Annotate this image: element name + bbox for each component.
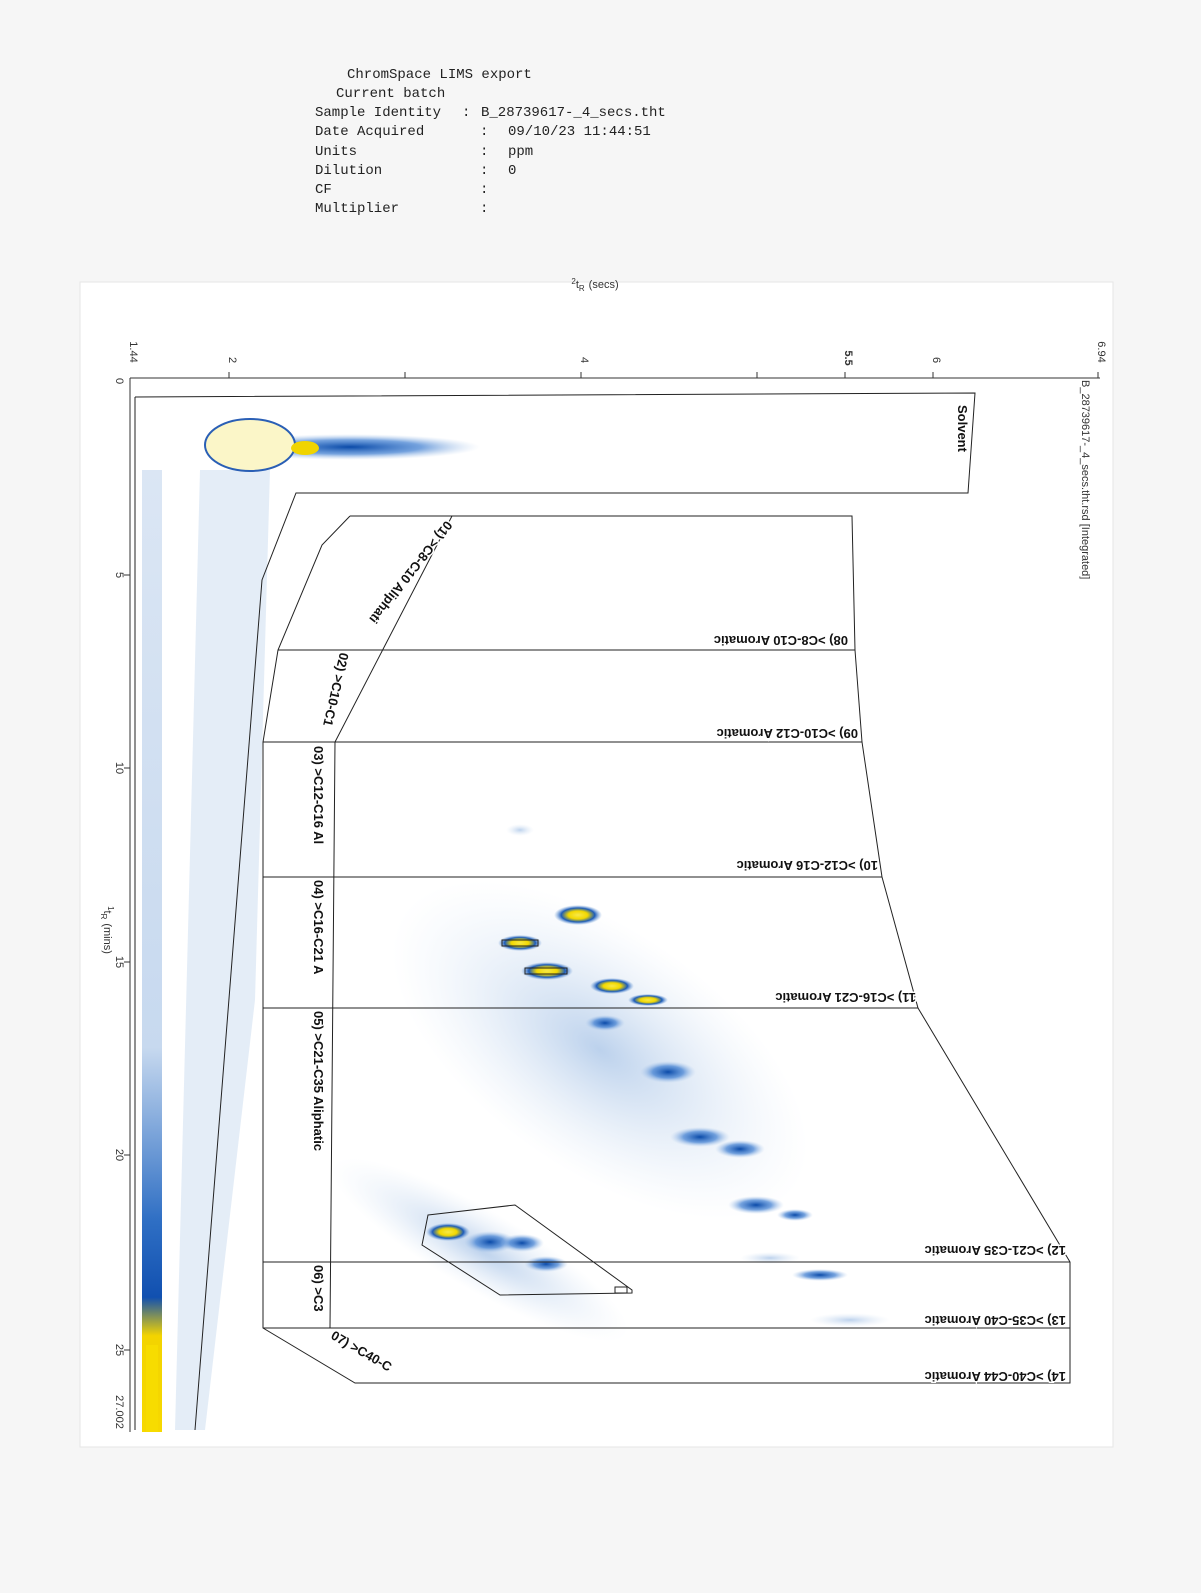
spot: [291, 441, 319, 455]
colon: :: [480, 201, 488, 217]
bleed-peak: [146, 1345, 158, 1432]
region-label: 08) >C8-C10 Aromatic: [714, 633, 848, 648]
x-tick-label: 5.5: [842, 350, 854, 365]
spot: [521, 962, 573, 980]
spot: [728, 1196, 784, 1214]
region-label: 09) >C10-C12 Aromatic: [717, 726, 859, 741]
field-value: B_28739617-_4_secs.tht: [481, 105, 666, 121]
colon: :: [480, 163, 488, 179]
sub: R: [579, 284, 585, 293]
column-bleed: [142, 470, 162, 1432]
field-value: ppm: [508, 144, 533, 160]
y-tick-label: 10: [113, 762, 125, 774]
colon: :: [480, 124, 488, 140]
colon: :: [480, 182, 488, 198]
region-label: 12) >C21-C35 Aromatic: [925, 1243, 1067, 1258]
region-label: 06) >C3: [311, 1265, 326, 1312]
field-label: Units: [315, 144, 357, 160]
field-label: Sample Identity: [315, 105, 441, 121]
page: ChromSpace LIMS export Current batch Sam…: [0, 0, 1201, 1593]
colon: :: [462, 105, 470, 121]
unit: (mins): [101, 923, 113, 954]
field-value: 0: [508, 163, 516, 179]
field-value: 09/10/23 11:44:51: [508, 124, 651, 140]
spot: [498, 935, 542, 951]
spot: [554, 905, 602, 925]
x-tick-label: 6.94: [1095, 341, 1107, 362]
region-label: 10) >C12-C16 Aromatic: [737, 858, 879, 873]
header: ChromSpace LIMS export Current batch Sam…: [315, 67, 666, 217]
field-label: Dilution: [315, 163, 382, 179]
x-tick-label: 1.44: [127, 341, 139, 362]
header-subtitle: Current batch: [336, 86, 445, 102]
unit: (secs): [589, 279, 619, 291]
y-tick-label: 5: [113, 572, 125, 578]
colon: :: [480, 144, 488, 160]
region-label: 05) >C21-C35 Aliphatic: [311, 1011, 326, 1151]
solvent-peak: [205, 419, 295, 471]
y-tick-label: 25: [113, 1344, 125, 1356]
spot: [426, 1223, 470, 1241]
x-tick-label: 2: [226, 357, 238, 363]
region-label: 14) >C40-C44 Aromatic: [925, 1369, 1067, 1384]
spot: [628, 994, 668, 1006]
y-tick-label: 20: [113, 1149, 125, 1161]
y-tick-label: 27.002: [113, 1395, 125, 1429]
plot-panel: 2tR(secs) 1tR(mins) B_28739617-_4_secs.t…: [80, 277, 1113, 1447]
spot: [640, 1061, 696, 1083]
region-label: 11) >C16-C21 Aromatic: [775, 990, 916, 1005]
spot: [585, 1015, 625, 1031]
file-label: B_28739617-_4_secs.tht.rsd [Integrated]: [1079, 380, 1091, 579]
spot: [810, 1313, 890, 1327]
x-tick-label: 4: [578, 357, 590, 363]
spot: [506, 824, 534, 836]
field-label: Date Acquired: [315, 124, 424, 140]
region-label: Solvent: [955, 405, 970, 453]
x-tick-label: 6: [930, 357, 942, 363]
region-label: 03) >C12-C16 Al: [311, 746, 326, 844]
region-label: 13) >C35-C40 Aromatic: [925, 1313, 1067, 1328]
spot: [590, 978, 634, 994]
spot: [715, 1140, 765, 1158]
spot: [777, 1209, 813, 1221]
spot: [524, 1256, 568, 1272]
field-label: CF: [315, 182, 332, 198]
y-axis-label: 1tR(mins): [99, 906, 115, 954]
y-tick-label: 15: [113, 956, 125, 968]
region-label: 04) >C16-C21 A: [311, 880, 326, 975]
field-label: Multiplier: [315, 201, 399, 217]
spot: [792, 1269, 848, 1281]
sub: R: [99, 914, 108, 920]
header-title: ChromSpace LIMS export: [347, 67, 532, 83]
spot: [500, 1234, 544, 1252]
x-axis-label: 2tR(secs): [571, 277, 618, 293]
y-tick-label: 0: [113, 378, 125, 384]
